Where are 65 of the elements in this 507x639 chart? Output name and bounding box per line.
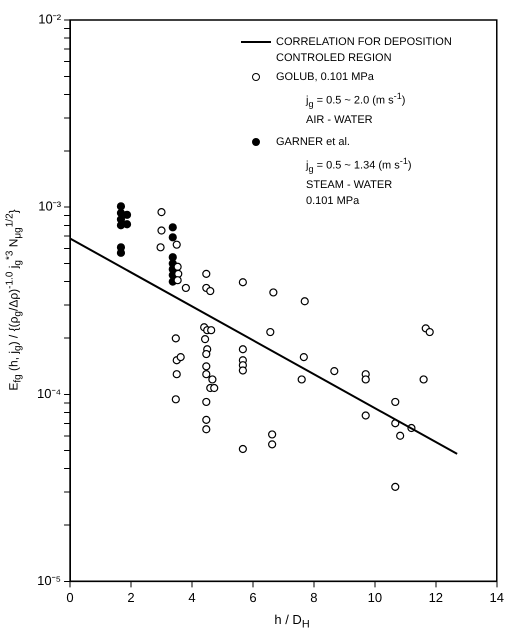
point	[116, 202, 126, 210]
point	[268, 430, 276, 439]
point	[157, 208, 166, 216]
point	[202, 425, 210, 434]
x-tick-label: 2	[127, 590, 135, 605]
y-tick-label: 10⁻⁵	[37, 572, 62, 588]
point	[174, 262, 182, 271]
point	[202, 370, 210, 378]
legend-label: CORRELATION FOR DEPOSITION CONTROLED REGION	[276, 35, 452, 66]
x-tick-label: 12	[428, 590, 444, 605]
point	[172, 334, 180, 342]
point	[362, 375, 370, 384]
point	[202, 270, 210, 278]
point	[238, 366, 247, 375]
point	[300, 352, 308, 362]
point	[182, 284, 190, 292]
point	[122, 220, 132, 228]
x-axis-title: h / D$_{H}$	[274, 612, 310, 631]
point	[208, 375, 216, 384]
point	[202, 362, 210, 370]
point	[268, 440, 276, 448]
y-tick-label: 10⁻³	[38, 198, 62, 214]
point	[176, 352, 185, 362]
point	[168, 233, 177, 242]
point	[362, 411, 370, 420]
point	[207, 326, 216, 334]
point	[298, 375, 306, 384]
point	[300, 297, 309, 306]
point	[172, 240, 181, 249]
point	[202, 398, 210, 406]
x-tick-label: 4	[188, 590, 196, 605]
point	[238, 345, 247, 354]
point	[168, 223, 177, 232]
y-tick-label: 10⁻²	[38, 12, 62, 27]
point	[202, 416, 210, 424]
point	[266, 328, 274, 336]
point	[238, 278, 247, 286]
point	[200, 335, 210, 344]
point	[396, 432, 404, 440]
x-tick-label: 6	[249, 590, 257, 605]
point	[238, 444, 247, 454]
x-tick-label: 14	[490, 590, 504, 605]
point	[172, 370, 181, 378]
x-tick-label: 8	[310, 590, 318, 605]
point	[330, 366, 338, 376]
legend-label: GOLUB, 0.101 MPa	[276, 70, 374, 85]
text: j$_{g}$ = 0.5 ~ 1.34 (m s$^{-1}$) STEAM - WATER 0.101 MPa	[306, 156, 412, 207]
point	[202, 350, 210, 358]
y-tick-label: 10⁻⁴	[37, 386, 62, 401]
point	[269, 288, 278, 297]
point	[206, 286, 214, 296]
point	[210, 384, 218, 392]
point	[172, 395, 180, 404]
legend-label: GARNER et al.	[276, 134, 350, 150]
point	[426, 328, 434, 336]
point	[174, 276, 182, 284]
x-tick-label: 0	[66, 590, 74, 605]
x-tick-label: 10	[368, 590, 382, 605]
point	[157, 226, 166, 235]
point	[391, 482, 400, 491]
point	[156, 243, 165, 252]
point	[391, 398, 400, 406]
point	[122, 210, 132, 219]
text: j$_{g}$ = 0.5 ~ 2.0 (m s$^{-1}$) AIR - WATER	[306, 91, 406, 126]
point	[420, 375, 428, 384]
